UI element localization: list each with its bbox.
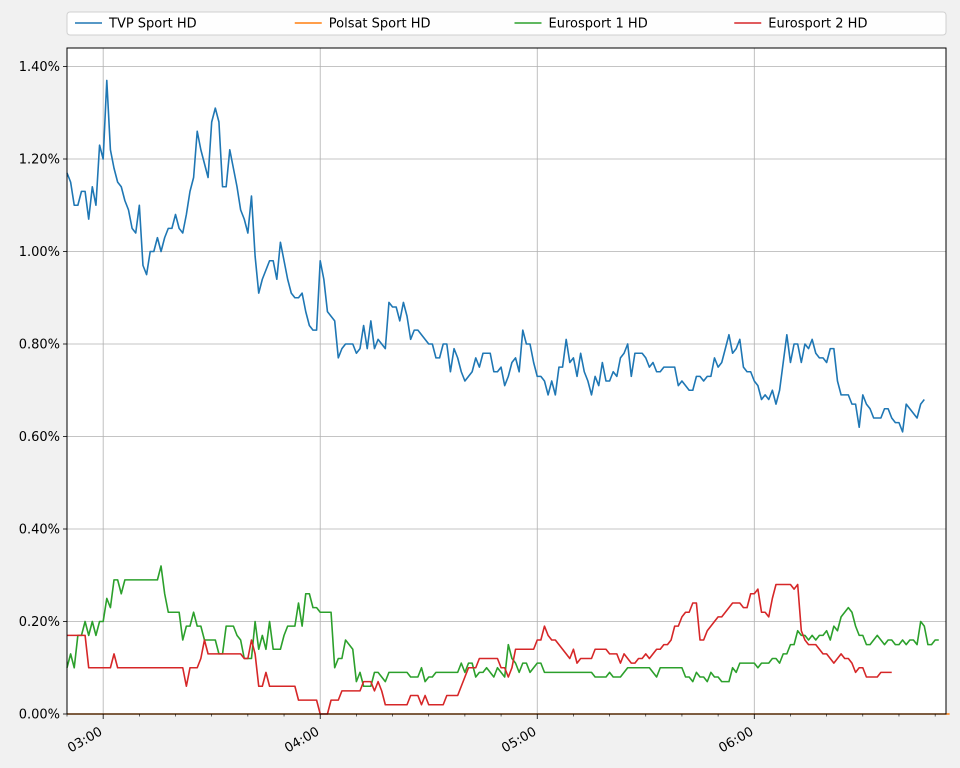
series-line-eurosport-2-hd — [67, 583, 892, 715]
y-axis: 0.00% 0.20% 0.40% 0.60% 0.80% 1.00% 1.20% 1.40% — [19, 60, 67, 723]
y-tick-label: 0.40% — [19, 523, 60, 538]
y-tick-label: 0.20% — [19, 615, 60, 630]
series-line-eurosport-1-hd — [66, 565, 939, 688]
legend-label-eurosport-1-hd: Eurosport 1 HD — [549, 17, 648, 32]
legend-label-eurosport-2-hd: Eurosport 2 HD — [768, 17, 867, 32]
y-tick-label: 0.80% — [19, 338, 60, 353]
plot-frame — [66, 47, 947, 715]
y-tick-label: 1.20% — [19, 153, 60, 168]
y-tick-label: 0.60% — [19, 430, 60, 445]
legend-label-tvp-sport-hd: TVP Sport HD — [108, 17, 197, 32]
y-tick-label: 1.00% — [19, 245, 60, 260]
legend-label-polsat-sport-hd: Polsat Sport HD — [329, 17, 431, 32]
series-line-tvp-sport-hd — [66, 79, 925, 433]
y-tick-label: 1.40% — [19, 60, 60, 75]
y-tick-label: 0.00% — [19, 708, 60, 723]
legend-box — [66, 11, 947, 36]
legend: TVP Sport HD Polsat Sport HD Eurosport 1 H… — [66, 11, 947, 36]
